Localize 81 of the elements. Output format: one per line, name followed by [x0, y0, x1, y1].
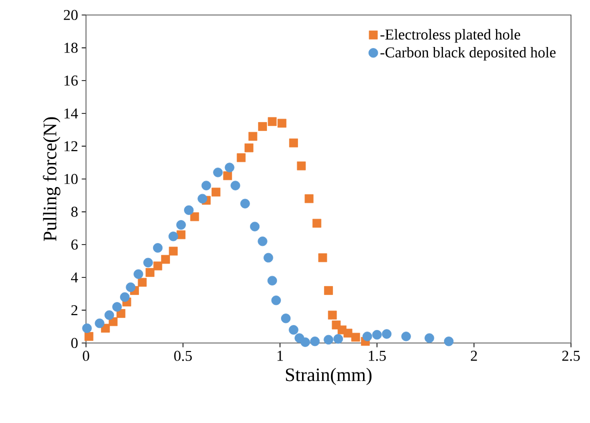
point: [300, 337, 310, 347]
y-tick-label: 6: [71, 240, 78, 250]
point: [264, 252, 274, 263]
point: [248, 132, 258, 141]
point: [312, 218, 322, 228]
point: [271, 296, 281, 306]
y-axis-title: Pulling force(N): [42, 117, 60, 241]
point: [236, 153, 246, 162]
point: [267, 276, 278, 286]
point: [258, 236, 268, 246]
y-tick-label: 0: [71, 338, 78, 348]
point: [258, 122, 267, 131]
point: [134, 269, 144, 279]
point: [333, 334, 343, 344]
point: [120, 292, 130, 302]
point: [362, 332, 372, 342]
point: [146, 268, 154, 277]
point: [126, 282, 136, 292]
point: [444, 336, 454, 346]
point: [382, 329, 392, 339]
point: [296, 161, 306, 170]
point: [184, 205, 194, 215]
y-tick-label: 8: [71, 206, 78, 217]
point: [324, 334, 334, 345]
point: [244, 143, 254, 152]
point: [289, 138, 298, 148]
point: [104, 310, 114, 320]
point: [250, 222, 260, 232]
x-tick-label: 2: [470, 350, 477, 361]
point: [84, 332, 94, 341]
point: [201, 180, 212, 190]
x-axis-title: Strain(mm): [286, 368, 372, 386]
point: [268, 117, 277, 126]
point: [143, 258, 153, 268]
point: [424, 333, 434, 343]
point: [304, 194, 314, 204]
point: [168, 232, 178, 242]
legend-label: -Electroless plated hole: [380, 29, 520, 43]
y-tick-label: 16: [64, 76, 78, 86]
point: [176, 230, 186, 240]
point: [161, 254, 170, 264]
point: [328, 310, 337, 320]
y-tick-label: 2: [71, 305, 78, 316]
point: [176, 220, 186, 230]
point: [344, 328, 352, 338]
point: [240, 198, 250, 208]
y-tick-label: 12: [64, 141, 78, 152]
point: [168, 246, 178, 256]
point: [281, 314, 291, 324]
point: [198, 194, 208, 204]
point: [324, 286, 333, 295]
point: [372, 330, 382, 340]
x-tick-label: 0: [82, 350, 90, 361]
point: [153, 262, 162, 270]
x-tick-label: 1: [278, 350, 283, 361]
x-tick-label: 0.5: [174, 350, 192, 361]
legend-label: -Carbon black deposited hole: [380, 46, 556, 61]
point: [82, 323, 92, 334]
point: [230, 180, 240, 190]
point: [152, 243, 163, 253]
y-tick-label: 14: [64, 108, 78, 118]
point: [318, 253, 328, 262]
x-tick-label: 1.5: [368, 350, 386, 361]
point: [401, 332, 411, 342]
point: [138, 278, 147, 287]
point: [213, 168, 223, 178]
point: [223, 171, 232, 180]
y-tick-label: 20: [64, 10, 78, 20]
point: [224, 162, 234, 172]
point: [288, 325, 298, 335]
point: [351, 332, 360, 342]
point: [278, 118, 286, 128]
point: [190, 212, 200, 222]
y-tick-label: 10: [64, 174, 78, 184]
point: [310, 336, 320, 346]
y-tick-label: 4: [71, 272, 78, 282]
point: [112, 302, 122, 312]
x-tick-label: 2.5: [562, 350, 580, 361]
point: [94, 318, 104, 328]
y-tick-label: 18: [64, 42, 78, 53]
point: [212, 188, 220, 197]
